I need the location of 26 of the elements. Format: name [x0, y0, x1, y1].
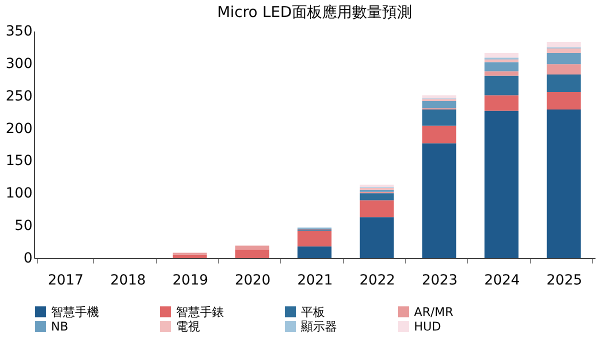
legend-label: 智慧手機 [51, 304, 99, 319]
x-tick-label: 2020 [234, 272, 270, 288]
legend-label: AR/MR [414, 304, 454, 319]
x-tick-label: 2024 [484, 272, 520, 288]
legend-label: NB [51, 320, 68, 334]
x-tick-label: 2018 [110, 272, 146, 288]
chart-title: Micro LED面板應用數量預測 [217, 3, 412, 21]
x-tick-label: 2025 [546, 272, 582, 288]
x-tick-label: 2017 [48, 272, 84, 288]
y-tick-label: 50 [14, 218, 32, 234]
y-tick-label: 200 [6, 120, 32, 137]
y-tick-label: 250 [6, 88, 32, 104]
legend-label: HUD [414, 320, 442, 334]
x-tick-label: 2021 [297, 272, 333, 288]
x-tick-label: 2023 [422, 272, 458, 288]
y-tick-label: 0 [24, 250, 32, 266]
y-tick-label: 350 [6, 24, 32, 40]
y-tick-label: 150 [6, 153, 32, 170]
legend-label: 電視 [176, 320, 200, 334]
legend-label: 平板 [301, 304, 325, 319]
legend-label: 顯示器 [301, 320, 337, 334]
y-tick-label: 100 [6, 186, 32, 202]
x-tick-label: 2022 [360, 272, 396, 288]
legend-label: 智慧手錶 [176, 304, 224, 319]
y-tick-label: 300 [6, 56, 32, 72]
x-tick-label: 2019 [172, 272, 208, 288]
